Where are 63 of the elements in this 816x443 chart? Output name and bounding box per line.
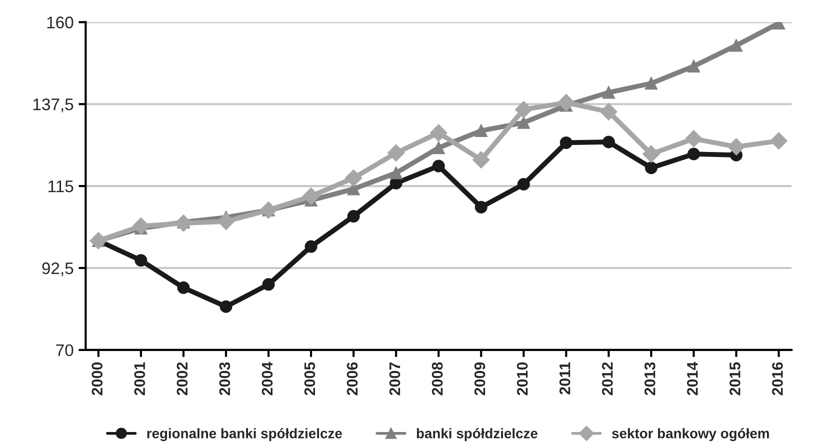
x-tick-label: 2012 bbox=[602, 362, 613, 396]
x-tick-label: 2005 bbox=[304, 362, 316, 396]
point bbox=[560, 136, 572, 149]
point bbox=[262, 278, 275, 291]
x-tick-label: 2010 bbox=[516, 362, 528, 396]
point bbox=[728, 138, 745, 156]
point bbox=[177, 281, 190, 294]
point bbox=[770, 132, 788, 150]
point bbox=[134, 254, 148, 267]
point bbox=[217, 212, 235, 230]
point bbox=[132, 218, 150, 235]
x-tick-label: 2015 bbox=[730, 362, 740, 396]
x-tick-label: 2002 bbox=[176, 362, 188, 396]
point bbox=[687, 60, 700, 72]
x-tick-label: 2004 bbox=[262, 362, 273, 396]
point bbox=[302, 188, 320, 205]
legend-label: sektor bankowy ogółem bbox=[612, 428, 769, 442]
y-tick-label: 115 bbox=[48, 180, 74, 192]
x-tick-label: 2006 bbox=[346, 362, 358, 396]
point bbox=[687, 148, 700, 160]
point bbox=[517, 178, 530, 190]
x-tick-label: 2003 bbox=[219, 362, 230, 396]
point bbox=[517, 116, 530, 129]
point bbox=[558, 94, 575, 112]
point bbox=[432, 160, 445, 172]
point bbox=[220, 300, 232, 313]
point bbox=[347, 210, 360, 223]
x-tick-label: 2009 bbox=[474, 362, 486, 396]
point bbox=[644, 77, 658, 90]
y-tick-label: 160 bbox=[47, 16, 74, 28]
point bbox=[432, 142, 445, 154]
x-tick-label: 2008 bbox=[432, 362, 443, 396]
point bbox=[600, 103, 618, 120]
point bbox=[90, 232, 107, 250]
y-tick-label: 92,5 bbox=[42, 262, 74, 276]
point bbox=[474, 124, 488, 137]
point bbox=[602, 86, 615, 99]
point bbox=[685, 130, 702, 148]
point bbox=[304, 240, 318, 253]
legend-label: regionalne banki spółdzielcze bbox=[147, 428, 342, 442]
point bbox=[602, 136, 615, 148]
x-tick-label: 2000 bbox=[92, 362, 103, 396]
x-tick-label: 2014 bbox=[687, 362, 698, 396]
y-tick-label: 70 bbox=[56, 344, 74, 356]
point bbox=[390, 166, 402, 180]
x-tick-label: 2013 bbox=[644, 362, 656, 396]
x-tick-label: 2011 bbox=[559, 362, 570, 394]
point bbox=[430, 124, 448, 142]
y-tick-label: 137,5 bbox=[33, 98, 74, 112]
point bbox=[644, 162, 658, 174]
point bbox=[642, 145, 660, 163]
x-tick-label: 2016 bbox=[772, 362, 783, 396]
x-tick-label: 2007 bbox=[389, 362, 400, 396]
point bbox=[260, 202, 278, 219]
point bbox=[345, 169, 362, 187]
point bbox=[730, 39, 742, 52]
point bbox=[474, 200, 488, 214]
point bbox=[174, 214, 192, 232]
point bbox=[515, 101, 532, 118]
point bbox=[388, 144, 405, 162]
point bbox=[472, 151, 490, 168]
x-tick-label: 2001 bbox=[134, 362, 146, 396]
legend-label: banki spółdzielcze bbox=[416, 428, 538, 442]
